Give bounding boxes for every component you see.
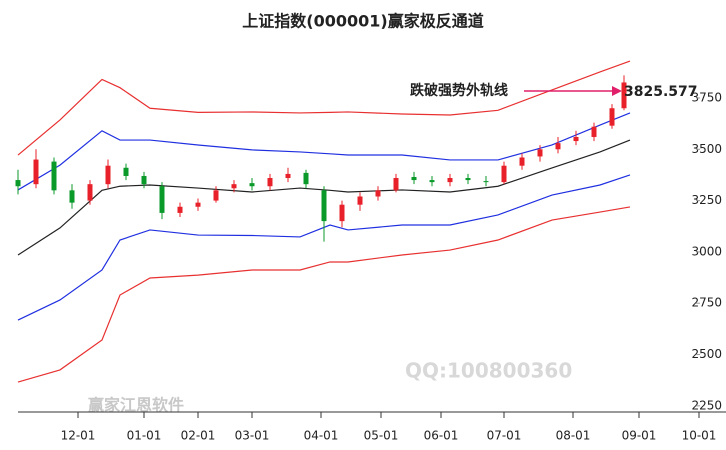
candle-body: [375, 190, 381, 197]
candle-body: [267, 178, 273, 187]
y-tick-label: 2500: [691, 347, 722, 361]
candle-body: [105, 165, 111, 185]
x-tick-label: 10-01: [682, 429, 717, 443]
watermark: 赢家江恩软件: [88, 396, 184, 415]
candle-body: [483, 181, 489, 183]
annotation: 跌破强势外轨线: [410, 82, 508, 99]
candle-body: [411, 176, 417, 181]
y-tick-label: 3500: [691, 142, 722, 156]
candle-body: [51, 161, 57, 191]
candle-body: [231, 184, 237, 189]
candle-body: [537, 149, 543, 157]
candle-body: [357, 196, 363, 205]
candle-body: [177, 206, 183, 213]
y-tick-label: 3250: [691, 193, 722, 207]
candle-body: [339, 204, 345, 222]
candle-body: [573, 136, 579, 142]
candle-body: [69, 190, 75, 203]
y-tick-label: 2750: [691, 296, 722, 310]
candle-body: [15, 180, 21, 187]
candle-body: [621, 82, 627, 109]
candle-body: [519, 157, 525, 166]
candle-body: [249, 183, 255, 187]
x-tick-label: 08-01: [556, 429, 591, 443]
channel-line: [17, 174, 631, 321]
x-tick-label: 03-01: [235, 429, 270, 443]
arrow-head: [612, 86, 622, 96]
y-tick-label: 2250: [691, 398, 722, 412]
channel-line: [17, 206, 631, 383]
candle-body: [393, 178, 399, 191]
x-tick-label: 04-01: [304, 429, 339, 443]
x-tick-label: 01-01: [127, 429, 162, 443]
watermark: QQ:100800360: [405, 359, 572, 383]
last-price-label: 3825.577: [624, 84, 698, 100]
candle-body: [141, 175, 147, 185]
x-tick-label: 06-01: [424, 429, 459, 443]
candle-body: [33, 159, 39, 185]
channel-line: [17, 112, 631, 191]
candle-body: [123, 167, 129, 176]
chart-title: 上证指数(000001)赢家极反通道: [242, 12, 483, 31]
x-tick-label: 05-01: [364, 429, 399, 443]
candle-body: [303, 172, 309, 185]
candle-body: [195, 202, 201, 207]
channel-line: [17, 139, 631, 256]
candle-body: [429, 180, 435, 183]
y-tick-label: 3750: [691, 90, 722, 104]
x-tick-label: 02-01: [181, 429, 216, 443]
candle-body: [591, 126, 597, 137]
x-tick-label: 12-01: [61, 429, 96, 443]
candle-body: [213, 190, 219, 201]
y-tick-label: 3000: [691, 244, 722, 258]
candle-body: [447, 178, 453, 183]
candle-body: [159, 186, 165, 213]
candle-body: [501, 165, 507, 183]
candle-body: [87, 184, 93, 201]
x-tick-label: 09-01: [622, 429, 657, 443]
candle-body: [555, 143, 561, 150]
x-tick-label: 07-01: [487, 429, 522, 443]
candle-body: [609, 108, 615, 126]
candle-body: [465, 178, 471, 181]
candle-body: [321, 190, 327, 222]
channel-line: [17, 60, 631, 156]
candle-body: [285, 173, 291, 179]
